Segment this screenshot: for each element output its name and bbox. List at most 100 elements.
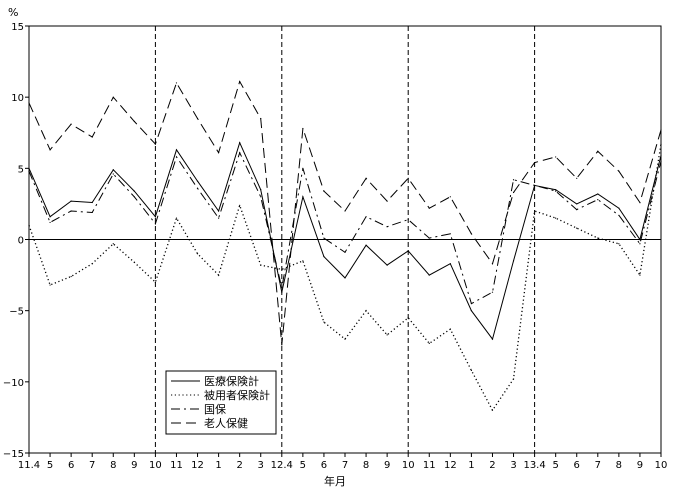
data-point: [576, 209, 578, 211]
x-tick-label: 5: [300, 460, 306, 471]
data-point: [323, 237, 325, 239]
data-point: [449, 196, 451, 198]
data-point: [555, 190, 557, 192]
x-tick-label: 10: [655, 460, 668, 471]
data-point: [407, 177, 409, 179]
data-point: [175, 217, 178, 219]
data-point: [491, 263, 494, 265]
data-point: [555, 156, 557, 158]
data-point: [407, 250, 409, 252]
data-point: [344, 338, 346, 340]
data-point: [365, 244, 367, 246]
data-point: [133, 190, 135, 192]
x-tick-label: 7: [89, 460, 95, 471]
data-point: [70, 275, 72, 278]
data-point: [218, 152, 220, 154]
legend-label: 国保: [204, 402, 226, 416]
x-tick-label: 5: [552, 460, 558, 471]
data-point: [133, 261, 135, 263]
x-tick-label: 12.4: [271, 460, 293, 471]
x-tick-label: 8: [363, 460, 369, 471]
data-point: [281, 344, 283, 346]
data-point: [28, 224, 30, 226]
x-tick-label: 3: [510, 460, 516, 471]
x-tick-label: 8: [110, 460, 116, 471]
data-point: [91, 201, 93, 204]
data-point: [260, 189, 262, 191]
data-point: [239, 80, 241, 83]
x-tick-label: 3: [258, 460, 264, 471]
data-point: [49, 284, 51, 286]
data-point: [218, 217, 220, 219]
data-point: [639, 201, 641, 204]
y-axis-ticks: 15 10 5 0 −5 −10 −15: [3, 22, 29, 460]
data-point: [239, 152, 241, 154]
data-point: [428, 274, 430, 276]
data-point: [218, 210, 220, 212]
series-line: [28, 80, 662, 345]
data-point: [154, 143, 156, 145]
data-point: [597, 237, 599, 239]
data-point: [470, 310, 472, 312]
data-point: [175, 149, 178, 151]
x-tick-label: 9: [637, 460, 643, 471]
data-point: [618, 243, 620, 245]
data-point: [491, 338, 494, 340]
x-axis-label: 年月: [324, 474, 346, 488]
data-point: [555, 189, 557, 191]
data-point: [133, 196, 135, 198]
data-point: [618, 214, 620, 216]
data-point: [534, 184, 536, 187]
x-tick-label: 13.4: [523, 460, 545, 471]
y-tick-label: 5: [18, 164, 24, 175]
data-point: [323, 190, 325, 192]
data-point: [112, 243, 114, 245]
series-3: [28, 80, 662, 346]
x-tick-label: 7: [595, 460, 601, 471]
period-dividers: [154, 26, 662, 453]
data-point: [49, 216, 51, 218]
data-point: [344, 251, 346, 253]
x-tick-label: 12: [191, 460, 204, 471]
data-point: [639, 243, 641, 245]
data-point: [576, 177, 578, 179]
data-point: [660, 129, 662, 131]
data-point: [470, 233, 472, 235]
data-point: [175, 82, 178, 84]
data-point: [91, 136, 93, 138]
series-0: [28, 141, 662, 341]
data-point: [323, 255, 325, 258]
data-point: [449, 263, 451, 265]
data-point: [70, 200, 72, 202]
data-point: [386, 334, 388, 336]
data-point: [49, 149, 51, 151]
data-point: [639, 274, 641, 276]
data-point: [639, 238, 641, 241]
data-point: [112, 173, 114, 175]
data-point: [239, 142, 241, 144]
data-point: [112, 169, 114, 171]
data-point: [196, 253, 199, 255]
x-tick-label: 8: [616, 460, 622, 471]
x-tick-label: 11: [423, 460, 436, 471]
data-point: [660, 160, 662, 162]
x-tick-label: 6: [321, 460, 327, 471]
x-tick-label: 11: [170, 460, 183, 471]
x-tick-label: 12: [444, 460, 457, 471]
data-point: [407, 317, 409, 319]
series-line: [28, 151, 662, 305]
data-point: [154, 216, 156, 218]
data-point: [491, 409, 494, 411]
x-tick-label: 7: [342, 460, 348, 471]
legend-label: 被用者保険計: [204, 388, 270, 402]
data-point: [597, 150, 599, 152]
data-point: [281, 287, 283, 289]
data-point: [386, 264, 388, 266]
data-point: [70, 210, 72, 212]
data-point: [449, 328, 451, 330]
data-point: [196, 117, 199, 120]
y-tick-label: −5: [9, 307, 24, 318]
data-point: [576, 203, 578, 205]
